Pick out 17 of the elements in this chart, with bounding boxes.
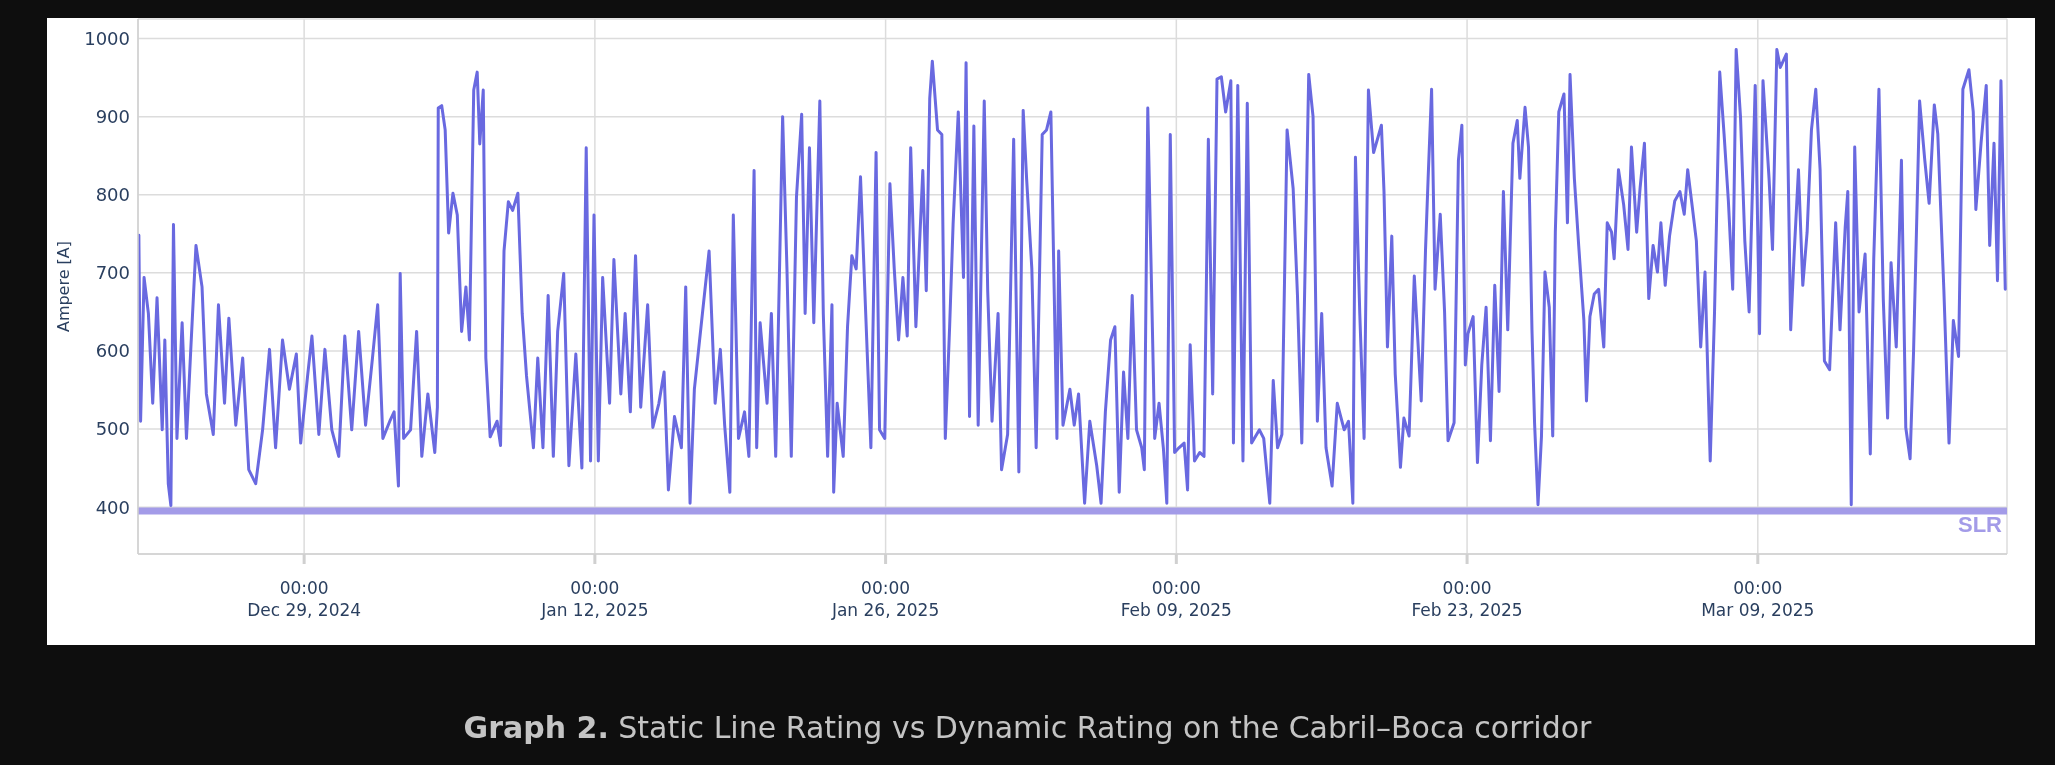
y-tick-label: 1000 (84, 27, 130, 49)
y-tick-label: 700 (95, 262, 130, 284)
x-tick-label: 00:00 Jan 12, 2025 (540, 578, 649, 620)
y-tick-label: 400 (95, 496, 130, 518)
x-tick-label: 00:00 Dec 29, 2024 (247, 578, 362, 620)
x-tick-label: 00:00 Mar 09, 2025 (1701, 578, 1815, 620)
y-tick-label: 900 (95, 106, 130, 128)
y-tick-label: 500 (95, 418, 130, 440)
x-tick-label: 00:00 Jan 26, 2025 (830, 578, 940, 620)
x-tick-label: 00:00 Feb 09, 2025 (1120, 578, 1232, 620)
x-tick-label: 00:00 Feb 23, 2025 (1411, 578, 1523, 620)
y-tick-label: 800 (95, 184, 130, 206)
y-axis-title: Ampere [A] (53, 240, 73, 333)
caption: Graph 2. Static Line Rating vs Dynamic Rating on the Cabril–Boca corridor (462, 710, 1593, 745)
line-series (138, 47, 2007, 508)
y-tick-label: 600 (95, 340, 130, 362)
ref-line-label: SLR (1958, 511, 2003, 537)
